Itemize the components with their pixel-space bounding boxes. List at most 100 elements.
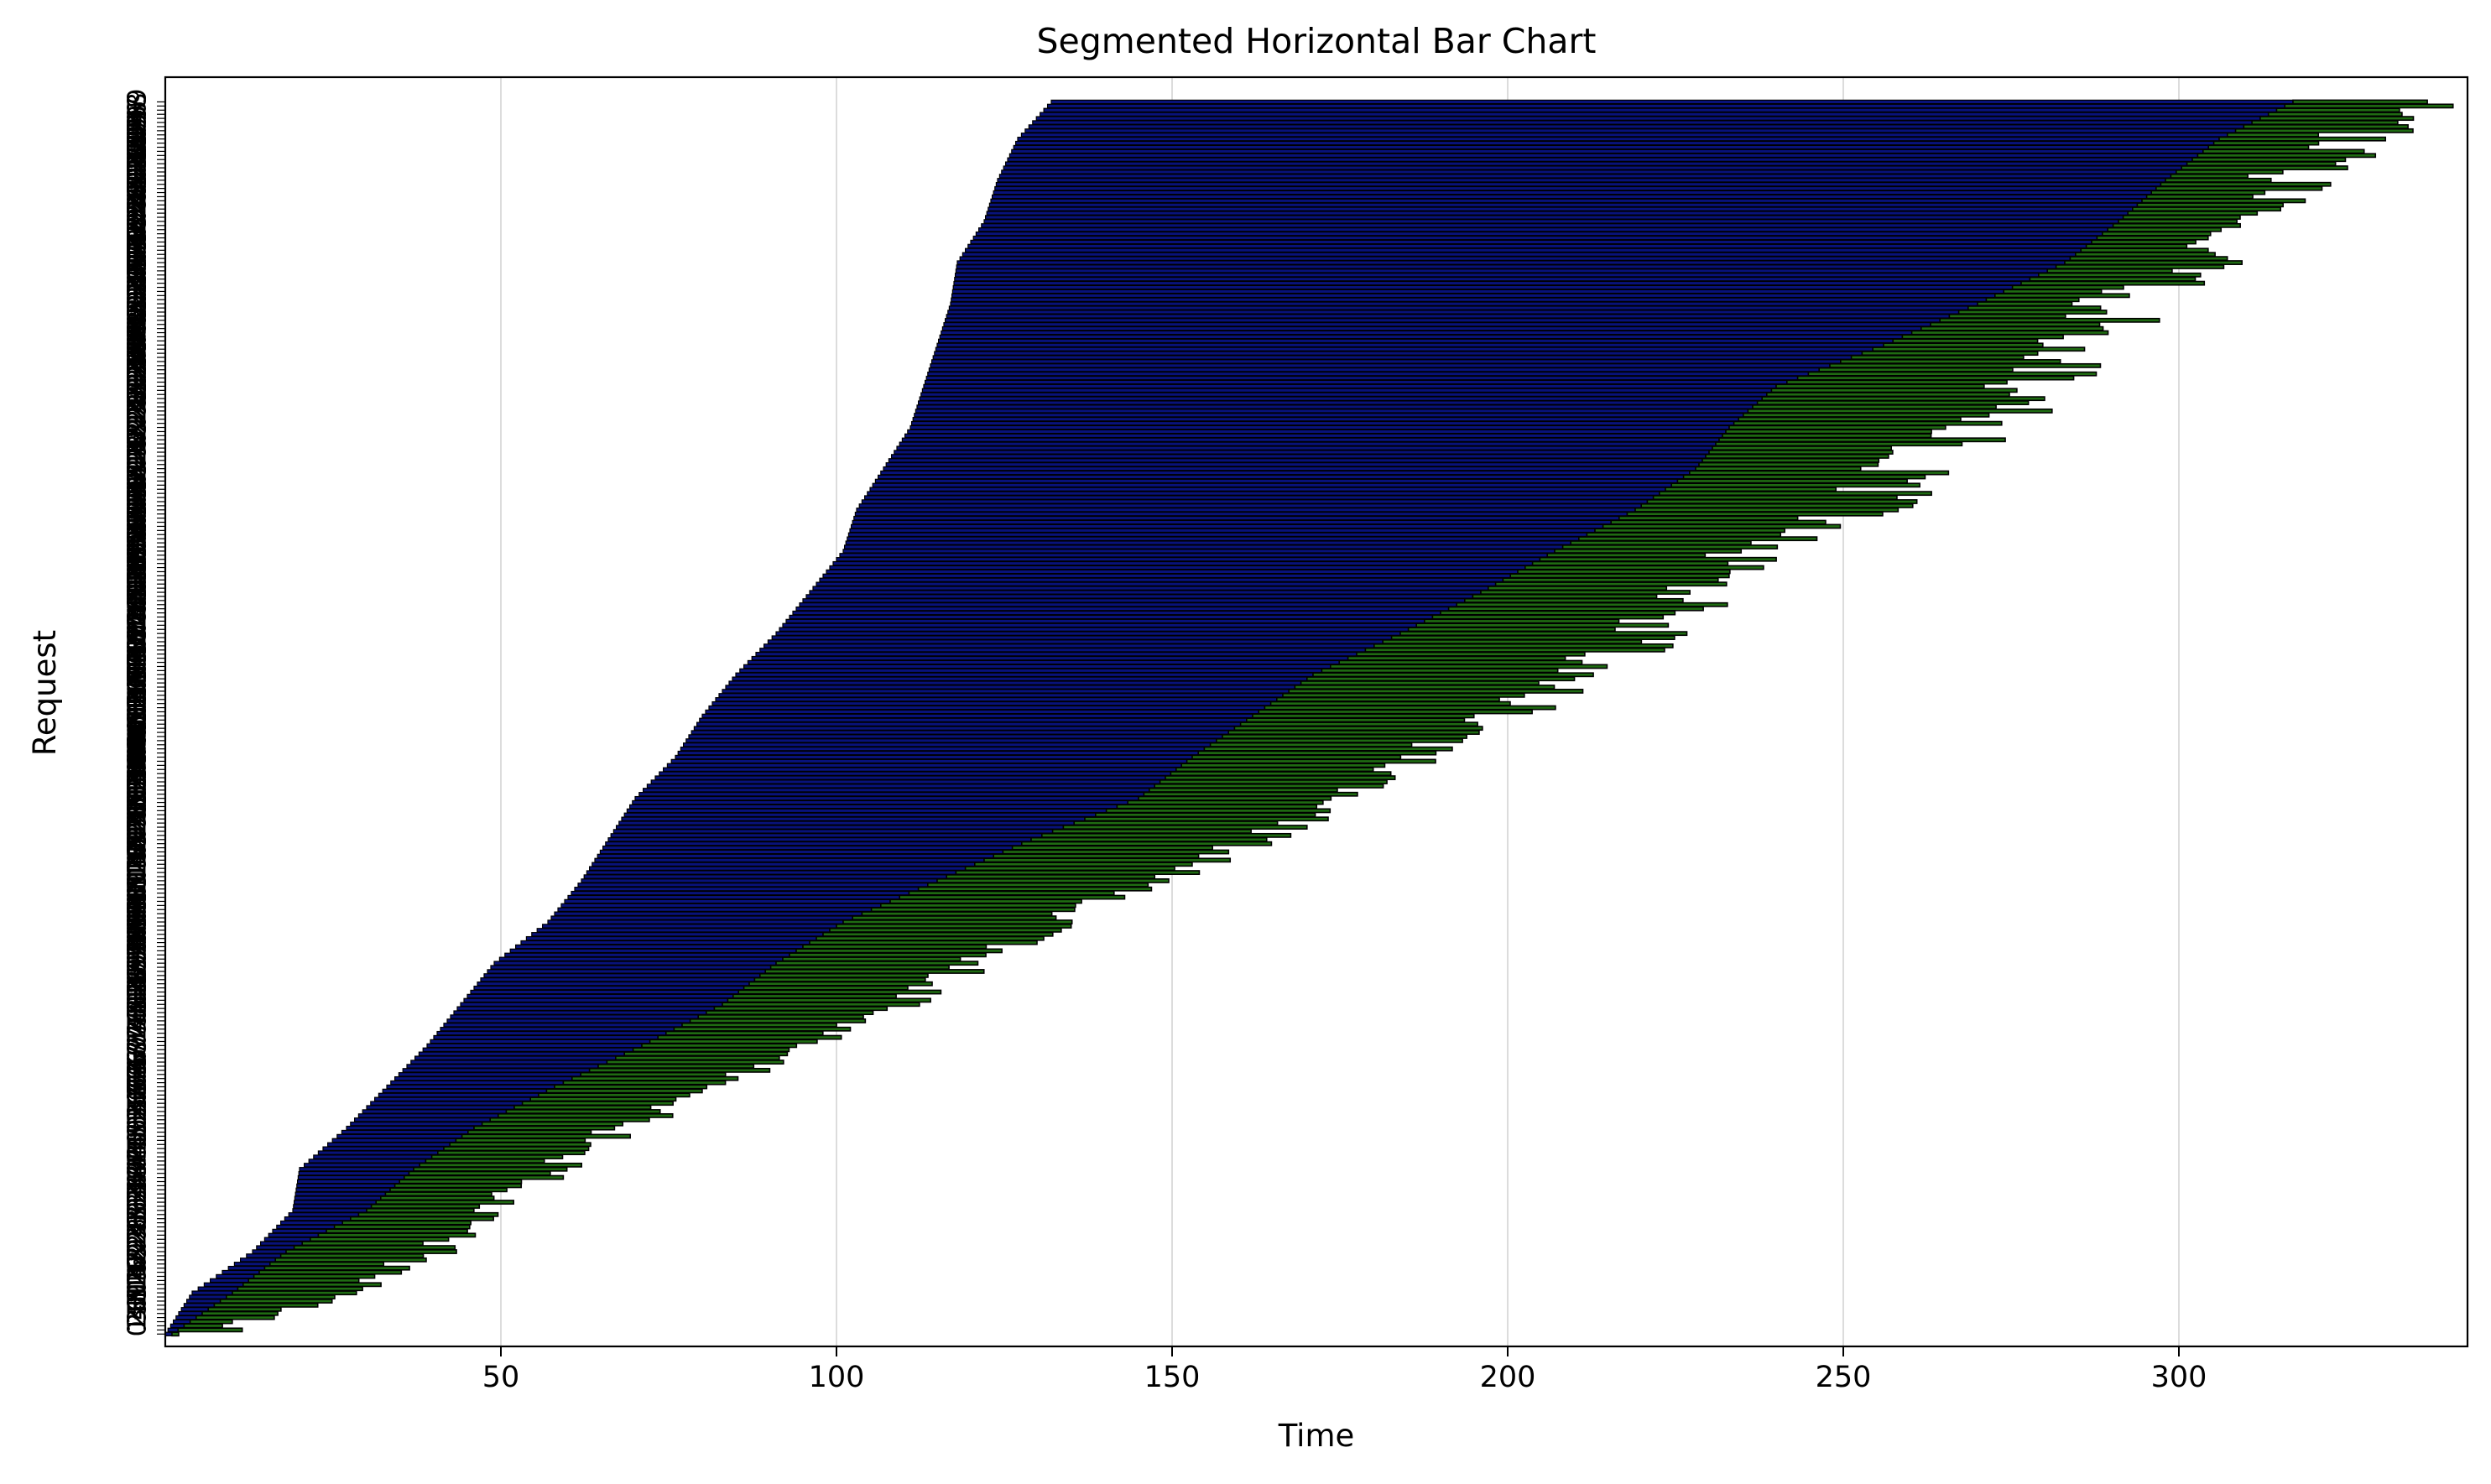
y-tick-label: 149	[123, 706, 153, 754]
bar-wait-segment	[433, 1034, 659, 1040]
bar-wait-segment	[398, 1072, 581, 1077]
bar-wait-segment	[221, 1269, 260, 1275]
y-tick-label: 285	[123, 146, 153, 194]
bar-wait-segment	[382, 1088, 548, 1094]
bar-wait-segment	[956, 260, 2066, 265]
bar-service-segment	[1728, 424, 1946, 430]
bar-wait-segment	[883, 466, 1696, 471]
bar-wait-segment	[819, 577, 1504, 583]
bar-wait-segment	[618, 820, 1075, 825]
y-tick-label: 179	[123, 583, 153, 631]
bar-wait-segment	[1020, 133, 2228, 138]
bar-wait-segment	[910, 420, 1735, 426]
y-tick-label: 51	[123, 1111, 153, 1143]
bar-service-segment	[1321, 668, 1559, 674]
y-tick-label: 26	[123, 1214, 153, 1246]
bar-wait-segment	[1001, 169, 2177, 174]
y-tick-label: 165	[123, 641, 153, 689]
bar-wait-segment	[531, 932, 824, 937]
y-tick-label: 272	[123, 200, 153, 247]
bar-wait-segment	[912, 417, 1739, 422]
y-tick-label: 88	[123, 958, 153, 990]
bar-wait-segment	[847, 532, 1588, 537]
bar-service-segment	[399, 1179, 523, 1185]
bar-service-segment	[1652, 495, 1898, 500]
y-tick-label: 20	[123, 1238, 153, 1270]
y-tick-label: 265	[123, 228, 153, 276]
bar-service-segment	[413, 1166, 568, 1172]
bar-wait-segment	[460, 1002, 723, 1007]
bar-service-segment	[908, 890, 1115, 896]
bar-wait-segment	[961, 252, 2077, 257]
bar-service-segment	[1264, 705, 1556, 711]
y-tick-label: 139	[123, 747, 153, 795]
bar-service-segment	[430, 1154, 564, 1159]
bar-wait-segment	[276, 1224, 336, 1230]
bar-service-segment	[1920, 325, 2104, 331]
bar-wait-segment	[991, 194, 2148, 200]
y-tick-label: 87	[123, 962, 153, 994]
bar-service-segment	[389, 1187, 508, 1193]
bar-wait-segment	[959, 256, 2071, 261]
bar-service-segment	[473, 1125, 616, 1131]
y-tick-label: 36	[123, 1172, 153, 1204]
y-tick-label: 117	[123, 839, 153, 887]
bar-wait-segment	[775, 631, 1401, 636]
bar-wait-segment	[443, 1023, 683, 1028]
bar-wait-segment	[779, 627, 1410, 632]
bar-wait-segment	[426, 1043, 643, 1049]
bar-service-segment	[1850, 355, 2025, 360]
bar-service-segment	[2055, 264, 2225, 269]
bar-wait-segment	[708, 705, 1266, 711]
bar-wait-segment	[785, 618, 1425, 624]
bar-wait-segment	[802, 598, 1466, 603]
bar-service-segment	[274, 1257, 427, 1263]
bar-wait-segment	[916, 404, 1754, 409]
y-tick-label: 69	[123, 1036, 153, 1068]
bar-service-segment	[936, 877, 1170, 883]
bar-service-segment	[1712, 445, 1893, 451]
bar-service-segment	[1640, 502, 1914, 508]
bar-wait-segment	[642, 788, 1150, 793]
bar-wait-segment	[747, 659, 1340, 665]
bar-wait-segment	[313, 1154, 433, 1159]
y-tick-label: 276	[123, 183, 153, 231]
bar-service-segment	[1610, 519, 1827, 525]
bar-wait-segment	[272, 1228, 327, 1234]
bar-service-segment	[317, 1232, 477, 1238]
bar-wait-segment	[947, 310, 1960, 315]
bar-service-segment	[513, 1105, 652, 1110]
bar-wait-segment	[1011, 148, 2204, 154]
y-tick-label: 170	[123, 620, 153, 668]
y-tick-label: 15	[123, 1259, 153, 1291]
y-tick-label: 226	[123, 389, 153, 437]
x-tick-label: 50	[482, 1361, 520, 1394]
bar-wait-segment	[941, 325, 1922, 331]
bar-wait-segment	[557, 907, 873, 913]
bar-service-segment	[2141, 198, 2306, 204]
bar-wait-segment	[939, 334, 1903, 340]
bar-service-segment	[2118, 219, 2238, 224]
y-tick-label: 245	[123, 311, 153, 359]
y-tick-label: 231	[123, 369, 153, 417]
y-tick-label: 164	[123, 645, 153, 693]
x-tick-label: 250	[1816, 1361, 1872, 1394]
bar-wait-segment	[370, 1101, 524, 1106]
bar-wait-segment	[390, 1080, 564, 1086]
y-tick-label: 200	[123, 497, 153, 544]
y-tick-label: 99	[123, 913, 153, 945]
bar-service-segment	[1502, 577, 1719, 583]
bar-wait-segment	[845, 540, 1571, 545]
bar-wait-segment	[178, 1310, 203, 1316]
y-tick-label: 159	[123, 665, 153, 713]
bar-service-segment	[1258, 709, 1533, 715]
y-tick-label: 189	[123, 542, 153, 590]
y-tick-label: 259	[123, 253, 153, 301]
bar-service-segment	[466, 1129, 592, 1135]
y-tick-label: 252	[123, 282, 153, 330]
bar-service-segment	[697, 1014, 864, 1019]
bar-wait-segment	[487, 969, 766, 974]
bar-wait-segment	[880, 470, 1691, 476]
bar-service-segment	[2069, 256, 2228, 262]
